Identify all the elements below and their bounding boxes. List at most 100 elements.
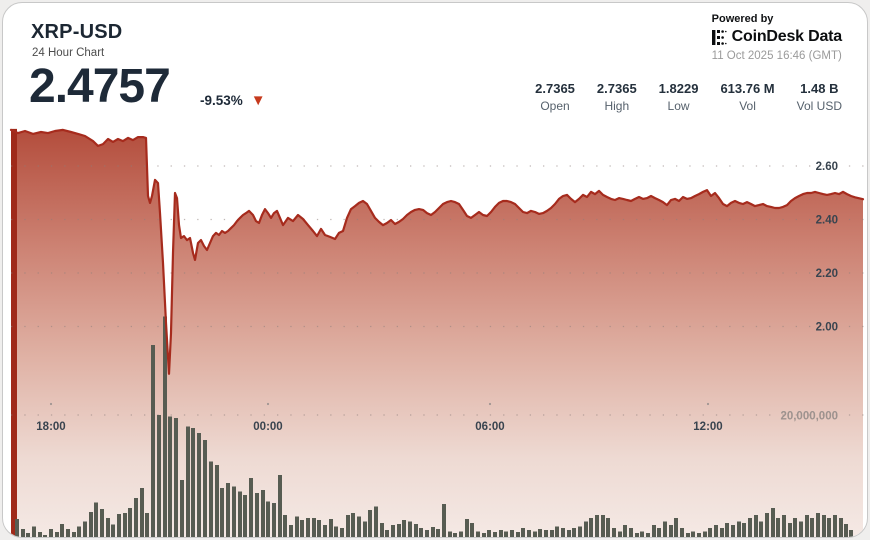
x-axis-tick-dot: [706, 402, 710, 406]
volume-bar: [317, 520, 321, 537]
volume-bar: [323, 525, 327, 537]
volume-bar: [822, 515, 826, 537]
volume-bar: [595, 515, 599, 537]
volume-bar: [470, 523, 474, 537]
volume-bar: [197, 433, 201, 537]
volume-bar: [168, 416, 172, 537]
volume-bar: [243, 495, 247, 537]
volume-bar: [66, 528, 70, 537]
powered-by-label: Powered by: [711, 13, 774, 25]
volume-bar: [391, 525, 395, 537]
volume-bar: [584, 521, 588, 537]
down-triangle-icon: ▼: [250, 92, 266, 109]
volume-bar: [844, 523, 848, 537]
volume-bar: [220, 488, 224, 537]
stat-vol: 613.76 M Vol: [720, 81, 774, 113]
volume-bar: [414, 523, 418, 537]
volume-bar: [351, 513, 355, 537]
volume-bar: [572, 528, 576, 537]
volume-bar: [72, 531, 76, 537]
volume-bar: [482, 533, 486, 537]
volume-bar: [397, 523, 401, 537]
volume-bar: [215, 465, 219, 537]
volume-bar: [646, 533, 650, 537]
price-volume-chart[interactable]: 2.60 2.40 2.20 2.00 20,000,000 18:00 00:00 06:0…: [3, 3, 868, 538]
volume-bar: [601, 515, 605, 537]
volume-bar: [538, 528, 542, 537]
volume-bar: [816, 513, 820, 537]
volume-bar: [300, 520, 304, 537]
volume-bar: [714, 525, 718, 537]
volume-bar: [174, 418, 178, 537]
coindesk-logo-icon: [711, 29, 727, 45]
volume-bar: [720, 528, 724, 537]
volume-bar: [255, 493, 259, 537]
volume-bar: [43, 535, 47, 537]
volume-bar: [380, 523, 384, 537]
y-axis-tick-label: 2.40: [816, 215, 838, 227]
volume-axis-label: 20,000,000: [780, 411, 838, 423]
volume-bar: [111, 524, 115, 537]
volume-bar: [827, 518, 831, 537]
volume-bar: [544, 530, 548, 537]
volume-bar: [55, 531, 59, 537]
stat-low: 1.8229 Low: [659, 81, 699, 113]
volume-bar: [527, 530, 531, 537]
volume-bar: [357, 516, 361, 537]
volume-bar: [191, 428, 195, 537]
volume-bar: [278, 475, 282, 537]
volume-bar: [38, 531, 42, 537]
volume-bar: [510, 530, 514, 537]
volume-bar: [516, 531, 520, 537]
volume-bar: [731, 525, 735, 537]
volume-bar: [272, 503, 276, 537]
volume-bar: [408, 521, 412, 537]
volume-bar: [697, 533, 701, 537]
change-block: -9.53% ▼: [200, 93, 266, 108]
volume-bar: [725, 523, 729, 537]
volume-bar: [157, 415, 161, 537]
y-axis-tick-label: 2.20: [816, 268, 838, 280]
volume-bar: [32, 526, 36, 537]
volume-bar: [94, 502, 98, 537]
volume-bar: [49, 528, 53, 537]
volume-bar: [833, 515, 837, 537]
volume-bar: [100, 508, 104, 537]
volume-bar: [385, 530, 389, 537]
stat-open: 2.7365 Open: [535, 81, 575, 113]
volume-bar: [771, 508, 775, 537]
volume-bar: [849, 530, 853, 537]
volume-bar: [623, 525, 627, 537]
volume-bar: [652, 525, 656, 537]
brand-row: CoinDesk Data: [711, 28, 843, 46]
volume-bar: [295, 516, 299, 537]
x-axis-tick-dot: [488, 402, 492, 406]
volume-bar: [640, 531, 644, 537]
volume-bar: [567, 530, 571, 537]
volume-bar: [555, 526, 559, 537]
brand-name: CoinDesk Data: [731, 28, 843, 45]
volume-bar: [60, 523, 64, 537]
y-axis-tick-label: 2.60: [816, 161, 838, 173]
volume-bar: [737, 521, 741, 537]
chart-subtitle: 24 Hour Chart: [32, 47, 105, 59]
volume-bar: [788, 523, 792, 537]
x-axis-tick-label: 12:00: [693, 421, 722, 433]
volume-bar: [674, 518, 678, 537]
stat-low-value: 1.8229: [658, 81, 699, 96]
volume-bar: [151, 345, 155, 537]
volume-bar: [533, 531, 537, 537]
volume-bar: [765, 513, 769, 537]
price-area-fill: [11, 129, 863, 537]
area-left-edge: [11, 128, 17, 537]
volume-bar: [283, 515, 287, 537]
stat-high: 2.7365 High: [597, 81, 637, 113]
volume-bar: [312, 518, 316, 537]
x-axis-tick-label: 18:00: [36, 421, 65, 433]
volume-bar: [402, 520, 406, 537]
volume-bar: [180, 480, 184, 537]
volume-bar: [209, 461, 213, 537]
volume-bar: [691, 531, 695, 537]
volume-bar: [106, 518, 110, 537]
